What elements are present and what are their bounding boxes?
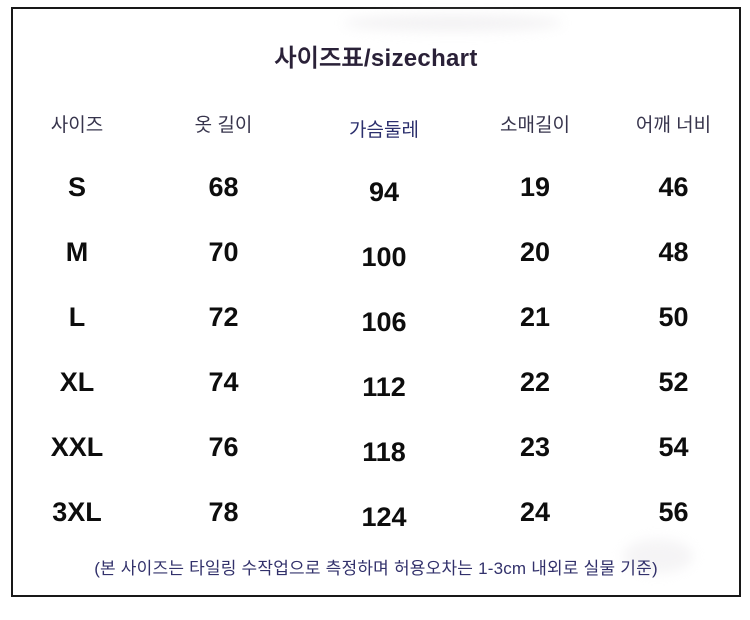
size-label: S [67, 172, 86, 202]
size-label: M [65, 237, 89, 267]
column-header-size: 사이즈 [50, 114, 104, 136]
shoulder-value: 48 [658, 237, 689, 267]
table-row-s: S 68 94 19 46 [13, 155, 739, 220]
sleeve-value: 22 [519, 367, 551, 397]
shoulder-value: 52 [658, 367, 689, 397]
length-value: 68 [208, 172, 239, 202]
sleeve-value: 21 [519, 302, 551, 332]
sleeve-value: 20 [519, 237, 551, 267]
watermark-smudge [623, 539, 693, 573]
watermark-smudge [343, 15, 563, 31]
table-header-row: 사이즈 옷 길이 가슴둘레 소매길이 어깨 너비 [13, 104, 739, 142]
chest-value: 100 [361, 242, 407, 272]
shoulder-value: 46 [658, 172, 689, 202]
size-label: L [68, 302, 86, 332]
length-value: 76 [208, 432, 239, 462]
chest-value: 94 [368, 177, 400, 207]
column-header-shoulder: 어깨 너비 [635, 114, 712, 136]
column-header-sleeve: 소매길이 [500, 114, 570, 136]
chest-value: 106 [361, 307, 407, 337]
length-value: 72 [208, 302, 239, 332]
column-header-length: 옷 길이 [194, 114, 253, 136]
chest-value: 124 [361, 502, 407, 532]
length-value: 70 [208, 237, 239, 267]
chest-value: 118 [362, 437, 406, 467]
table-row-3xl: 3XL 78 124 24 56 [13, 480, 739, 545]
size-label: 3XL [52, 497, 102, 527]
table-row-xxl: XXL 76 118 23 54 [13, 415, 739, 480]
sizechart-panel: 사이즈표/sizechart 사이즈 옷 길이 가슴둘레 소매길이 어깨 너비 … [11, 7, 741, 597]
column-header-chest: 가슴둘레 [349, 119, 419, 141]
length-value: 78 [208, 497, 239, 527]
shoulder-value: 56 [658, 497, 689, 527]
table-row-xl: XL 74 112 22 52 [13, 350, 739, 415]
size-label: XXL [50, 432, 104, 462]
sleeve-value: 23 [519, 432, 551, 462]
table-row-m: M 70 100 20 48 [13, 220, 739, 285]
table-body: S 68 94 19 46 M 70 100 20 48 L 72 106 21… [13, 155, 739, 545]
chest-value: 112 [362, 372, 406, 402]
size-label: XL [59, 367, 95, 397]
length-value: 74 [208, 367, 239, 397]
table-row-l: L 72 106 21 50 [13, 285, 739, 350]
sleeve-value: 19 [519, 172, 551, 202]
table-footnote: (본 사이즈는 타일링 수작업으로 측정하며 허용오차는 1-3cm 내외로 실… [94, 559, 658, 578]
sleeve-value: 24 [519, 497, 551, 527]
chart-title: 사이즈표/sizechart [274, 45, 478, 72]
shoulder-value: 50 [658, 302, 689, 332]
shoulder-value: 54 [658, 432, 689, 462]
